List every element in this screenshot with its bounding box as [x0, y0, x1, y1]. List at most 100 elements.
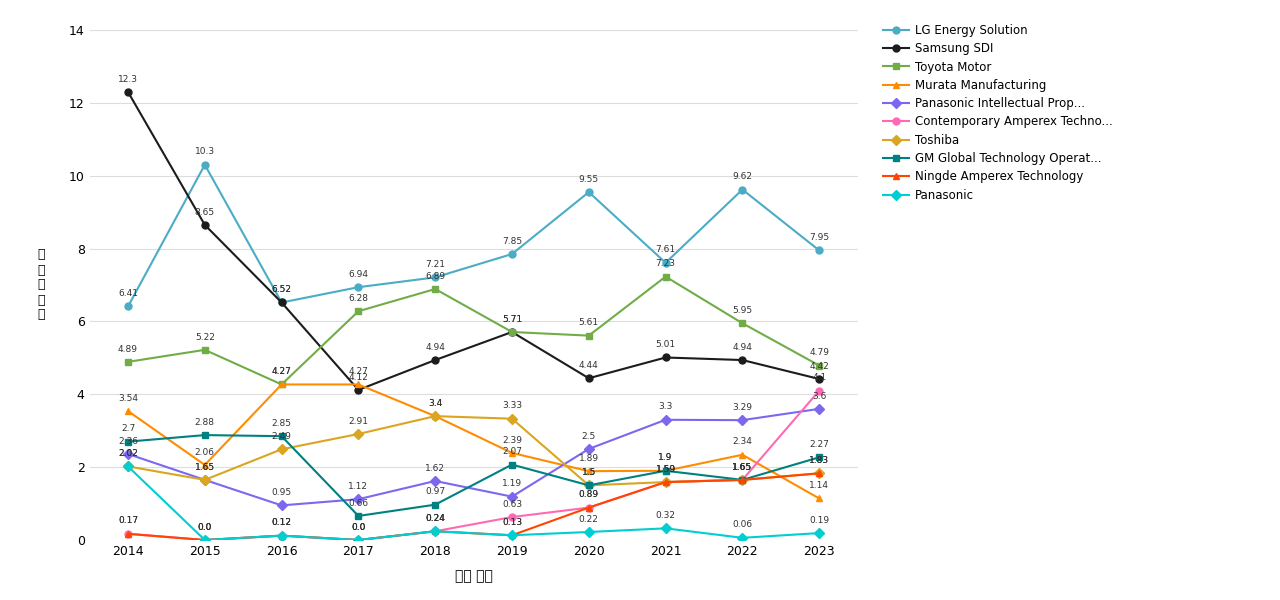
Text: 8.65: 8.65: [195, 208, 215, 217]
Text: 1.59: 1.59: [655, 465, 676, 474]
Text: 2.36: 2.36: [118, 437, 138, 446]
Toshiba: [197, 476, 212, 484]
Text: 5.71: 5.71: [502, 314, 522, 323]
LG Energy Solution: [581, 188, 596, 196]
Text: 1.83: 1.83: [809, 456, 829, 465]
Legend: LG Energy Solution, Samsung SDI, Toyota Motor, Murata Manufacturing, Panasonic I: LG Energy Solution, Samsung SDI, Toyota …: [883, 24, 1112, 202]
Text: 2.07: 2.07: [502, 447, 522, 456]
Text: 0.13: 0.13: [502, 518, 522, 527]
Text: 2.49: 2.49: [271, 432, 292, 441]
Murata Manufacturing: [428, 413, 443, 420]
Toyota Motor: [428, 286, 443, 293]
Toyota Motor: [504, 328, 520, 335]
Text: 0.13: 0.13: [502, 518, 522, 527]
Text: 1.9: 1.9: [658, 454, 673, 463]
Panasonic: [120, 463, 136, 470]
Toyota Motor: [197, 346, 212, 353]
Contemporary Amperex Techno...: [120, 530, 136, 538]
GM Global Technology Operat...: [120, 438, 136, 445]
GM Global Technology Operat...: [428, 501, 443, 508]
Text: 3.29: 3.29: [732, 403, 753, 412]
Text: 2.02: 2.02: [118, 449, 138, 458]
Text: 0.89: 0.89: [579, 490, 599, 499]
Text: 0.24: 0.24: [425, 514, 445, 523]
Text: 2.06: 2.06: [195, 448, 215, 457]
Murata Manufacturing: [658, 467, 673, 475]
Text: 3.54: 3.54: [118, 394, 138, 403]
Text: 4.27: 4.27: [348, 367, 369, 376]
Text: 0.66: 0.66: [348, 499, 369, 508]
Text: 1.65: 1.65: [195, 463, 215, 472]
Text: 0.0: 0.0: [197, 523, 212, 532]
Text: 10.3: 10.3: [195, 148, 215, 157]
Contemporary Amperex Techno...: [428, 527, 443, 535]
Text: 7.61: 7.61: [655, 245, 676, 254]
Text: 2.85: 2.85: [271, 419, 292, 428]
Text: 12.3: 12.3: [118, 74, 138, 83]
Ningde Amperex Technology: [120, 530, 136, 538]
Toyota Motor: [274, 381, 289, 388]
Panasonic: [504, 532, 520, 539]
Text: 4.94: 4.94: [425, 343, 445, 352]
Text: 0.97: 0.97: [425, 487, 445, 496]
Contemporary Amperex Techno...: [581, 504, 596, 511]
Toshiba: [428, 413, 443, 420]
Text: 0.63: 0.63: [502, 500, 522, 509]
Contemporary Amperex Techno...: [812, 387, 827, 394]
Line: Toshiba: Toshiba: [124, 413, 823, 489]
Toshiba: [735, 476, 750, 484]
Line: Panasonic: Panasonic: [124, 463, 823, 544]
Samsung SDI: [735, 356, 750, 364]
Toyota Motor: [812, 362, 827, 369]
Text: 9.62: 9.62: [732, 172, 753, 181]
Ningde Amperex Technology: [581, 504, 596, 511]
Text: 0.32: 0.32: [655, 511, 676, 520]
Murata Manufacturing: [735, 451, 750, 458]
Toshiba: [351, 430, 366, 437]
Panasonic: [428, 527, 443, 535]
Toyota Motor: [120, 358, 136, 365]
GM Global Technology Operat...: [581, 482, 596, 489]
Text: 0.24: 0.24: [425, 514, 445, 523]
Samsung SDI: [504, 328, 520, 335]
Murata Manufacturing: [197, 461, 212, 469]
LG Energy Solution: [274, 299, 289, 306]
Text: 1.5: 1.5: [581, 468, 596, 477]
Text: 4.42: 4.42: [809, 362, 829, 371]
Text: 0.06: 0.06: [732, 520, 753, 529]
Contemporary Amperex Techno...: [504, 514, 520, 521]
Text: 2.39: 2.39: [502, 436, 522, 445]
Text: 0.24: 0.24: [425, 514, 445, 523]
Contemporary Amperex Techno...: [197, 536, 212, 544]
Toshiba: [120, 463, 136, 470]
Samsung SDI: [658, 354, 673, 361]
Text: 0.0: 0.0: [197, 523, 212, 532]
Panasonic: [658, 525, 673, 532]
Text: 4.94: 4.94: [732, 343, 753, 352]
Text: 0.12: 0.12: [271, 518, 292, 527]
Text: 6.52: 6.52: [271, 285, 292, 294]
Text: 1.65: 1.65: [732, 463, 753, 472]
Toshiba: [274, 446, 289, 453]
Text: 5.22: 5.22: [195, 332, 215, 341]
Ningde Amperex Technology: [504, 532, 520, 539]
Text: 1.65: 1.65: [732, 463, 753, 472]
Text: 6.89: 6.89: [425, 272, 445, 281]
Text: 0.17: 0.17: [118, 517, 138, 526]
LG Energy Solution: [735, 186, 750, 193]
Murata Manufacturing: [581, 467, 596, 475]
LG Energy Solution: [658, 259, 673, 266]
Panasonic Intellectual Prop...: [581, 445, 596, 452]
Panasonic Intellectual Prop...: [812, 405, 827, 412]
LG Energy Solution: [351, 284, 366, 291]
Samsung SDI: [428, 356, 443, 364]
Text: 2.7: 2.7: [120, 424, 136, 433]
Text: 3.4: 3.4: [428, 399, 443, 408]
GM Global Technology Operat...: [658, 467, 673, 475]
X-axis label: 등록 연도: 등록 연도: [454, 569, 493, 583]
Text: 4.12: 4.12: [348, 373, 369, 382]
Text: 5.95: 5.95: [732, 306, 753, 315]
GM Global Technology Operat...: [274, 433, 289, 440]
Panasonic Intellectual Prop...: [197, 476, 212, 484]
Text: 1.65: 1.65: [732, 463, 753, 472]
